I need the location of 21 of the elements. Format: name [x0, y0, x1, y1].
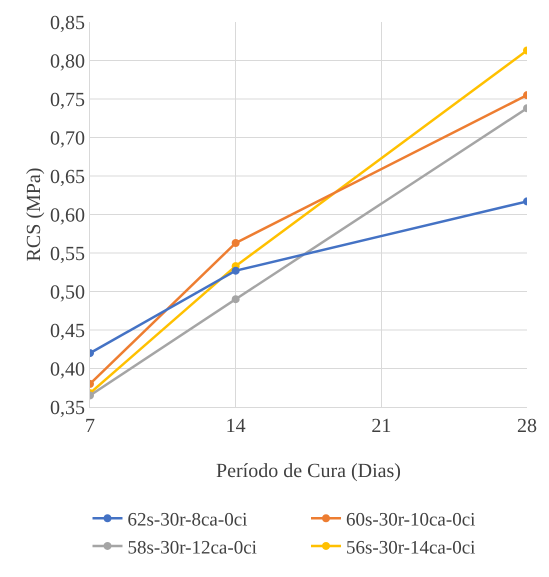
y-tick-label: 0,70 [50, 128, 85, 150]
y-tick-label: 0,55 [50, 243, 85, 265]
y-tick-label: 0,35 [50, 397, 85, 419]
y-tick-label: 0,65 [50, 166, 85, 188]
x-tick-label: 7 [85, 415, 95, 437]
x-axis-title: Período de Cura (Dias) [216, 460, 401, 482]
y-tick-label: 0,80 [50, 50, 85, 72]
y-tick-label: 0,85 [50, 12, 85, 34]
y-axis-title: RCS (MPa) [23, 168, 45, 262]
y-tick-label: 0,60 [50, 204, 85, 226]
y-tick-label: 0,45 [50, 320, 85, 342]
y-tick-label: 0,40 [50, 358, 85, 380]
y-tick-label: 0,50 [50, 282, 85, 304]
y-tick-label: 0,75 [50, 89, 85, 111]
x-tick-label: 21 [371, 415, 392, 437]
legend-label: 58s-30r-12ca-0ci [128, 537, 257, 558]
legend-label: 56s-30r-14ca-0ci [346, 537, 476, 558]
x-tick-label: 14 [226, 415, 246, 437]
x-tick-label: 28 [517, 415, 537, 437]
legend-label: 62s-30r-8ca-0ci [128, 510, 248, 531]
legend-label: 60s-30r-10ca-0ci [346, 510, 476, 531]
